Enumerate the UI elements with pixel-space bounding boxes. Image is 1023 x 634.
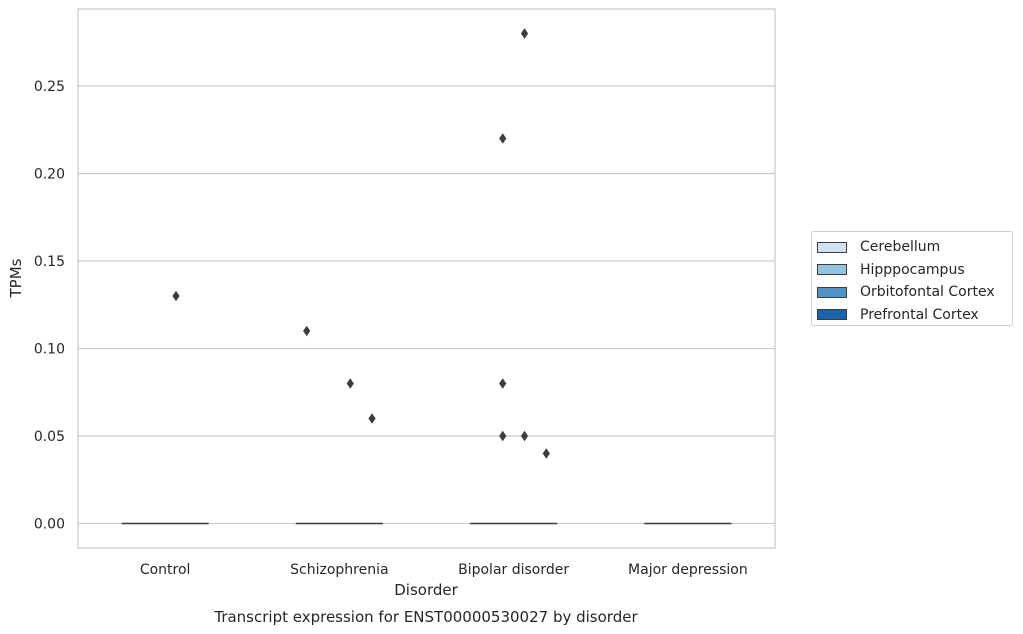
x-tick-label: Control xyxy=(140,562,191,578)
y-axis-label: TPMs xyxy=(7,258,25,298)
outlier-point xyxy=(520,430,529,442)
legend-item: Prefrontal Cortex xyxy=(817,304,1012,327)
legend-label: Cerebellum xyxy=(860,239,941,256)
legend-label: Hipppocampus xyxy=(860,261,965,278)
y-tick-label: 0.05 xyxy=(34,429,65,445)
x-axis-label: Disorder xyxy=(394,581,458,599)
outlier-point xyxy=(520,28,529,39)
outlier-point xyxy=(499,133,507,144)
outlier-point xyxy=(499,378,507,389)
y-tick-label: 0.25 xyxy=(34,79,65,95)
outlier-point xyxy=(346,378,354,389)
outlier-point xyxy=(172,290,180,302)
x-tick-label: Schizophrenia xyxy=(290,562,388,578)
legend-item: Cerebellum xyxy=(817,236,1012,259)
y-tick-label: 0.20 xyxy=(34,167,65,183)
outliers xyxy=(172,28,550,459)
y-tick-label: 0.10 xyxy=(34,342,65,358)
legend-item: Orbitofontal Cortex xyxy=(817,281,1012,304)
outlier-point xyxy=(303,325,311,337)
outlier-point xyxy=(542,448,550,459)
legend-item: Hipppocampus xyxy=(817,259,1012,282)
y-tick-labels: 0.00 0.05 0.10 0.15 0.20 0.25 xyxy=(34,79,65,533)
legend-swatch xyxy=(817,264,847,276)
legend: Cerebellum Hipppocampus Orbitofontal Corte… xyxy=(811,231,1013,326)
legend-label: Prefrontal Cortex xyxy=(860,306,979,323)
legend-swatch xyxy=(817,286,847,298)
y-tick-label: 0.00 xyxy=(34,517,65,533)
legend-swatch xyxy=(817,241,847,253)
chart-title: Transcript expression for ENST0000053002… xyxy=(213,608,638,626)
x-tick-label: Bipolar disorder xyxy=(458,562,569,578)
y-tick-label: 0.15 xyxy=(34,254,65,270)
legend-swatch xyxy=(817,309,847,321)
legend-label: Orbitofontal Cortex xyxy=(860,284,995,301)
x-tick-label: Major depression xyxy=(628,562,748,578)
outlier-point xyxy=(499,430,507,442)
x-tick-labels: Control Schizophrenia Bipolar disorder Majo… xyxy=(140,562,748,578)
outlier-point xyxy=(368,413,376,424)
plot-frame xyxy=(77,8,776,549)
gridlines xyxy=(78,85,775,525)
